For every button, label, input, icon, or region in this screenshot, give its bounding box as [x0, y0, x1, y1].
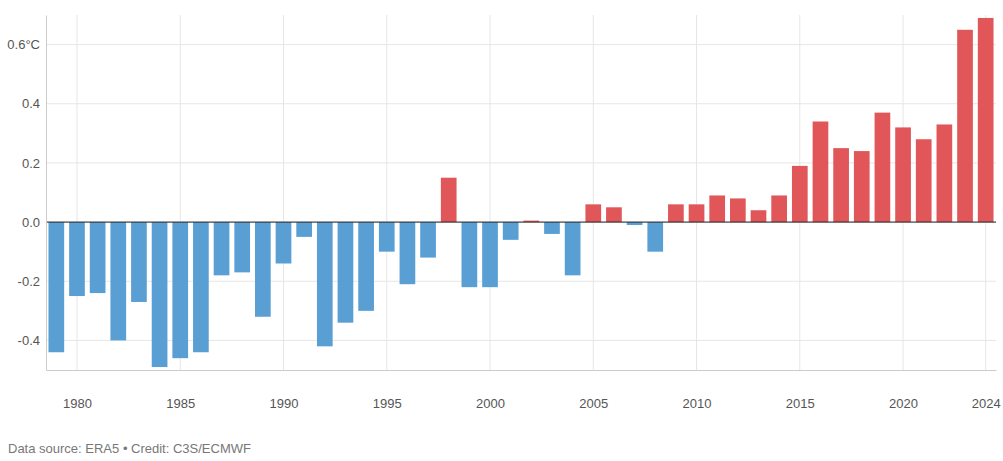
- bar: [152, 222, 168, 367]
- grid-line: [46, 103, 996, 104]
- bar: [503, 222, 519, 240]
- bar: [462, 222, 478, 287]
- chart: -0.4 -0.2 0.0 0.2 0.4 0.6°C 1980 1985 1990 1995 20…: [0, 0, 1003, 461]
- x-tick-label: 2024: [972, 396, 1001, 411]
- bar: [833, 148, 849, 222]
- y-axis: -0.4 -0.2 0.0 0.2 0.4 0.6°C: [7, 16, 46, 371]
- bar: [214, 222, 230, 275]
- x-tick: 2010: [683, 370, 712, 411]
- y-tick: 0.0: [22, 215, 46, 230]
- bar: [110, 222, 126, 340]
- x-tick-label: 2020: [889, 396, 918, 411]
- bar: [937, 124, 953, 222]
- y-tick-label: -0.4: [18, 333, 40, 348]
- bar: [978, 18, 994, 222]
- bar: [751, 210, 767, 222]
- y-tick-label: 0.6°C: [7, 37, 40, 52]
- x-tick: 2024: [972, 370, 1001, 411]
- grid-line: [46, 281, 996, 282]
- y-tick: 0.2: [22, 156, 46, 171]
- bar: [606, 207, 622, 222]
- bar: [730, 198, 746, 222]
- bar: [895, 127, 911, 222]
- bar: [689, 204, 705, 222]
- bar: [338, 222, 354, 323]
- x-tick: 2020: [889, 370, 918, 411]
- y-tick: -0.4: [18, 333, 46, 348]
- bar: [854, 151, 870, 222]
- x-tick: 1995: [373, 370, 402, 411]
- x-tick: 1990: [270, 370, 299, 411]
- y-tick: 0.6°C: [7, 37, 46, 52]
- x-tick-label: 1980: [63, 396, 92, 411]
- bar: [317, 222, 333, 346]
- zero-line: [46, 222, 996, 223]
- bar: [379, 222, 395, 252]
- x-tick-label: 2010: [683, 396, 712, 411]
- bar: [585, 204, 601, 222]
- bars: [48, 18, 993, 367]
- bar: [482, 222, 498, 287]
- bar: [875, 113, 891, 222]
- x-tick-label: 1990: [270, 396, 299, 411]
- y-tick-label: 0.4: [22, 96, 40, 111]
- bar: [296, 222, 312, 237]
- grid-line: [490, 15, 491, 370]
- bar: [420, 222, 436, 257]
- bar: [400, 222, 416, 284]
- y-axis-line: [46, 16, 47, 371]
- bar: [668, 204, 684, 222]
- bar: [48, 222, 64, 352]
- x-tick: 2005: [579, 370, 608, 411]
- grid-line: [593, 15, 594, 370]
- y-tick-label: 0.2: [22, 156, 40, 171]
- x-tick-label: 2000: [476, 396, 505, 411]
- y-tick: -0.2: [18, 274, 46, 289]
- x-tick: 2000: [476, 370, 505, 411]
- bar: [90, 222, 106, 293]
- y-tick: 0.4: [22, 96, 46, 111]
- bar: [916, 139, 932, 222]
- x-tick: 2015: [786, 370, 815, 411]
- bar: [813, 122, 829, 223]
- x-axis-line: [47, 370, 997, 371]
- x-tick-label: 1995: [373, 396, 402, 411]
- x-tick: 1980: [63, 370, 92, 411]
- grid-line: [76, 15, 77, 370]
- grid: [46, 15, 996, 370]
- x-tick: 1985: [166, 370, 195, 411]
- y-tick-label: -0.2: [18, 274, 40, 289]
- bar: [69, 222, 85, 296]
- x-tick-label: 1985: [166, 396, 195, 411]
- bar: [131, 222, 147, 302]
- bar: [441, 178, 457, 222]
- bar: [193, 222, 209, 352]
- source: Data source: ERA5 • Credit: C3S/ECMWF: [8, 441, 251, 456]
- grid-line: [696, 15, 697, 370]
- plot: -0.4 -0.2 0.0 0.2 0.4 0.6°C 1980 1985 1990 1995 20…: [7, 15, 1000, 411]
- bar: [544, 222, 560, 234]
- grid-line: [46, 44, 996, 45]
- grid-line: [386, 15, 387, 370]
- bar: [255, 222, 271, 317]
- grid-line: [46, 340, 996, 341]
- x-tick-label: 2005: [579, 396, 608, 411]
- bar: [358, 222, 374, 311]
- x-axis: 1980 1985 1990 1995 2000 2005 2010 2015 2020 2024: [47, 370, 1001, 411]
- bar: [792, 166, 808, 222]
- bar: [957, 30, 973, 222]
- bar: [565, 222, 581, 275]
- bar: [709, 195, 725, 222]
- grid-line: [46, 222, 996, 223]
- grid-line: [283, 15, 284, 370]
- bar: [276, 222, 292, 263]
- bar: [771, 195, 787, 222]
- bar: [172, 222, 188, 358]
- x-tick-label: 2015: [786, 396, 815, 411]
- y-tick-label: 0.0: [22, 215, 40, 230]
- grid-line: [46, 162, 996, 163]
- bar: [647, 222, 663, 252]
- bar: [234, 222, 250, 272]
